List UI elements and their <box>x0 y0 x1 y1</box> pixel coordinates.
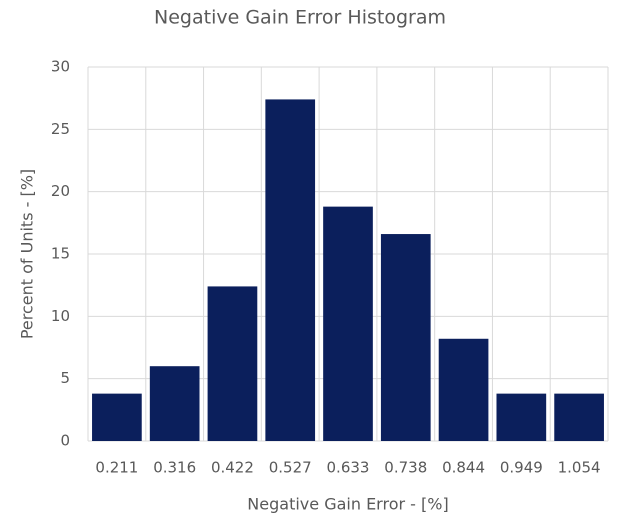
x-tick-label: 1.054 <box>558 459 601 477</box>
bar <box>554 393 604 441</box>
x-tick-label: 0.316 <box>153 459 196 477</box>
x-tick-label: 0.949 <box>500 459 543 477</box>
bar <box>149 366 200 441</box>
x-tick-label: 0.738 <box>384 459 427 477</box>
y-tick-label: 15 <box>51 245 70 263</box>
x-tick-label: 0.633 <box>327 459 370 477</box>
y-tick-label: 30 <box>51 58 70 76</box>
x-axis-title: Negative Gain Error - [%] <box>247 495 448 514</box>
bar <box>92 393 142 441</box>
y-tick-label: 20 <box>51 182 70 200</box>
chart-title: Negative Gain Error Histogram <box>154 7 446 29</box>
bar <box>380 234 431 441</box>
y-tick-label: 10 <box>51 307 70 325</box>
bar <box>323 206 373 441</box>
bar <box>438 338 489 441</box>
y-tick-label: 25 <box>51 120 70 138</box>
x-tick-label: 0.527 <box>269 459 312 477</box>
x-tick-label: 0.422 <box>211 459 254 477</box>
y-tick-label: 0 <box>60 432 70 450</box>
y-axis-title: Percent of Units - [%] <box>18 169 37 339</box>
y-tick-label: 5 <box>60 369 70 387</box>
bar <box>265 99 316 441</box>
bar <box>496 393 547 441</box>
x-tick-label: 0.211 <box>95 459 138 477</box>
bar <box>207 286 258 441</box>
x-tick-label: 0.844 <box>442 459 485 477</box>
